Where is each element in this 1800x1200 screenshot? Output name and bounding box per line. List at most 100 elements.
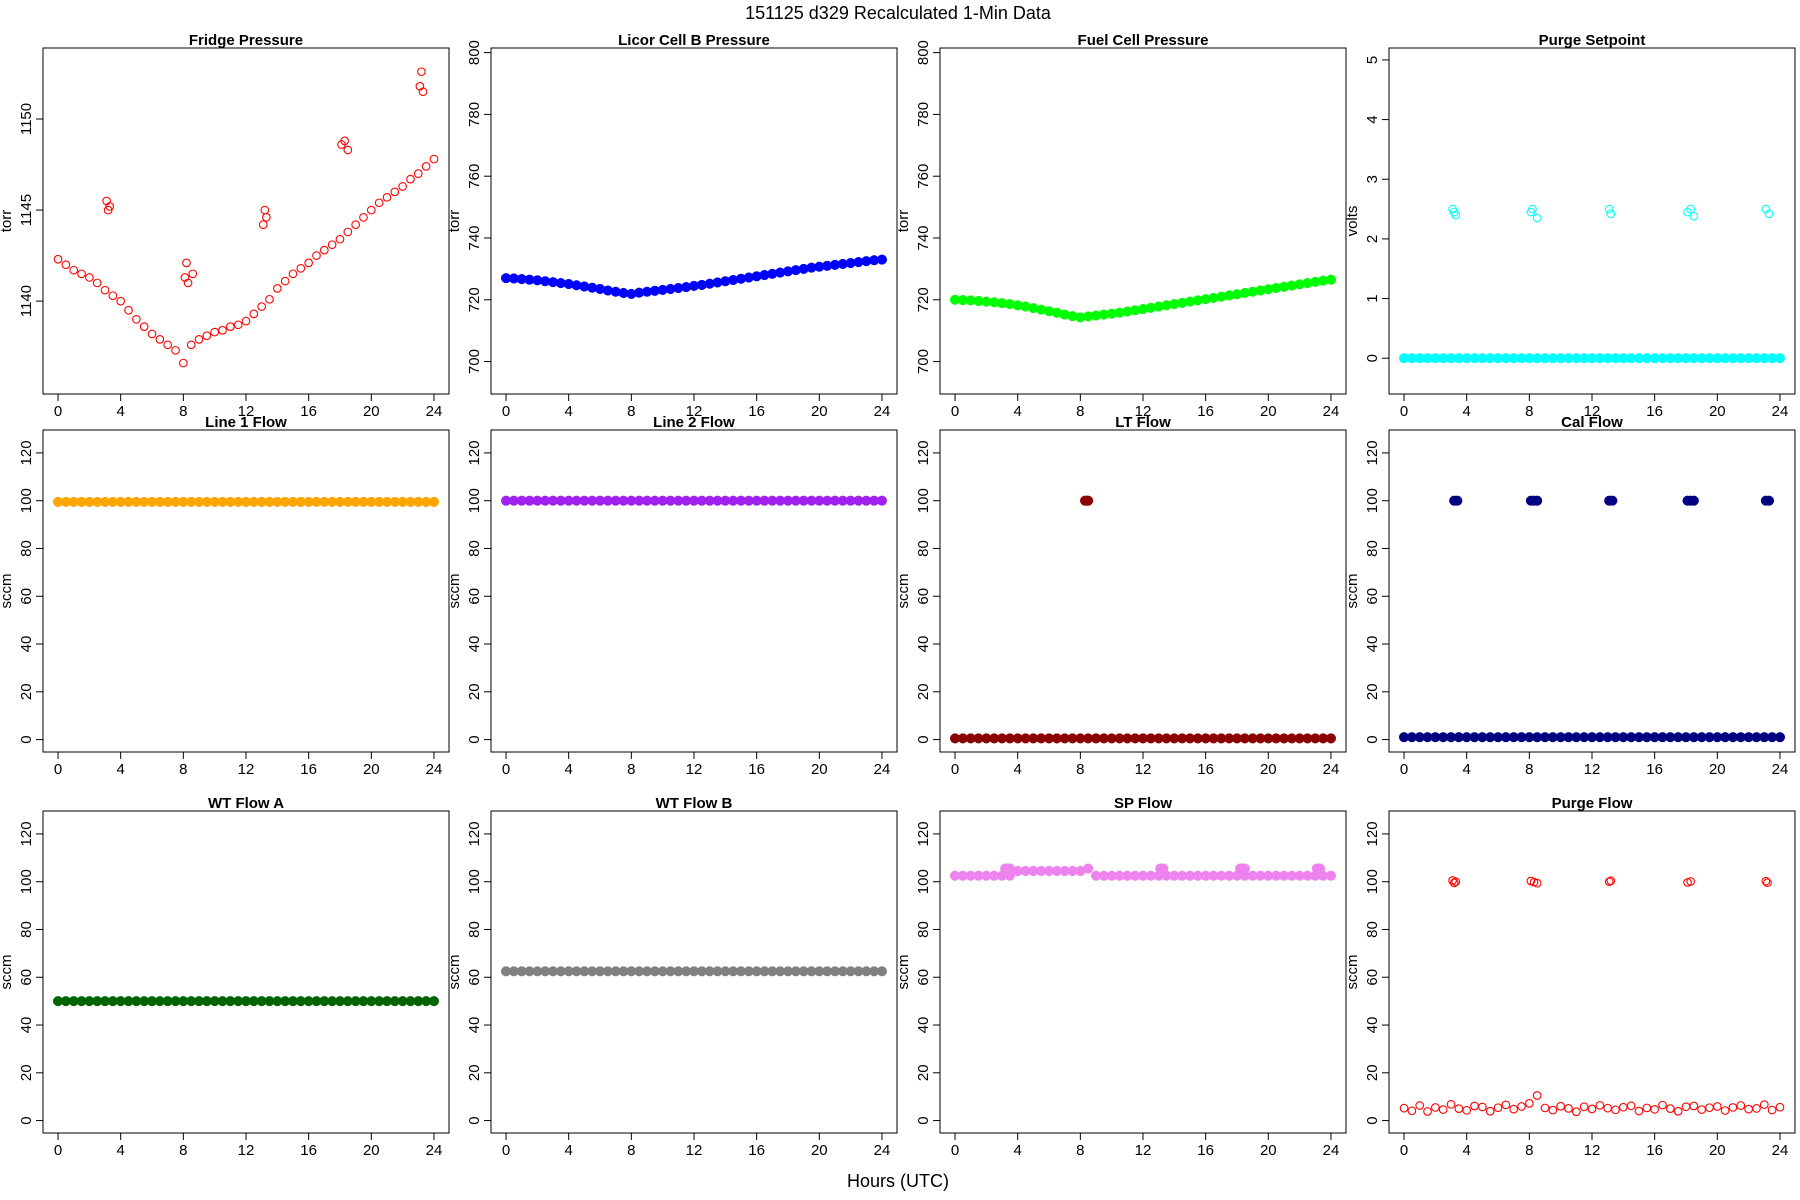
x-tick-label: 24	[426, 761, 443, 778]
x-tick-label: 0	[502, 1142, 510, 1159]
data-point	[124, 305, 133, 315]
x-tick-label: 16	[748, 761, 765, 778]
x-tick-label: 12	[1135, 761, 1152, 778]
panel-title: WT Flow B	[656, 795, 733, 812]
x-tick-label: 8	[179, 1142, 187, 1159]
data-point	[1579, 1102, 1589, 1112]
panel-title: Fuel Cell Pressure	[1078, 32, 1209, 49]
x-tick-label: 16	[1646, 1142, 1663, 1159]
data-point	[100, 285, 110, 295]
y-tick-label: 60	[18, 969, 35, 986]
data-point	[1634, 1106, 1644, 1116]
y-tick-label: 780	[915, 102, 932, 127]
data-point	[1325, 870, 1337, 881]
x-tick-label: 24	[874, 761, 891, 778]
data-point	[343, 145, 353, 155]
data-point	[1532, 1091, 1542, 1100]
x-tick-label: 4	[117, 761, 125, 778]
x-tick-label: 8	[1525, 761, 1533, 778]
data-point	[1452, 495, 1463, 506]
x-tick-label: 0	[502, 403, 510, 420]
data-point	[171, 345, 180, 355]
x-tick-label: 12	[1584, 403, 1601, 420]
data-point	[116, 296, 126, 306]
data-point	[1607, 495, 1618, 506]
x-tick-label: 8	[627, 1142, 635, 1159]
data-point	[1774, 732, 1786, 743]
y-tick-label: 740	[915, 225, 932, 250]
data-point	[1626, 1101, 1636, 1111]
data-point	[1399, 1103, 1409, 1113]
data-point	[1532, 213, 1542, 223]
y-tick-label: 120	[1364, 821, 1381, 846]
data-point	[1775, 1102, 1785, 1112]
data-point	[1611, 1105, 1620, 1115]
data-point	[351, 220, 360, 229]
x-tick-label: 24	[1323, 1142, 1340, 1159]
data-point	[1083, 863, 1094, 874]
x-tick-label: 0	[951, 403, 959, 420]
data-point	[876, 966, 888, 977]
y-tick-label: 60	[915, 588, 932, 605]
data-point	[77, 269, 86, 279]
y-tick-label: 120	[915, 821, 932, 846]
y-tick-label: 0	[915, 1116, 932, 1124]
y-tick-label: 3	[1364, 175, 1381, 183]
y-tick-label: 20	[1364, 1064, 1381, 1081]
x-tick-label: 20	[811, 403, 828, 420]
data-point	[1650, 1105, 1660, 1114]
data-point	[1509, 1104, 1519, 1114]
x-tick-label: 24	[874, 403, 891, 420]
data-point	[1752, 1104, 1761, 1113]
data-point	[319, 245, 329, 255]
data-point	[1532, 878, 1542, 888]
x-tick-label: 24	[874, 1142, 891, 1159]
x-tick-label: 16	[300, 761, 317, 778]
y-tick-label: 100	[915, 488, 932, 513]
y-axis-label: sccm	[446, 955, 463, 990]
data-point	[1665, 1104, 1675, 1113]
data-point	[1606, 876, 1616, 886]
x-tick-label: 0	[54, 1142, 62, 1159]
x-tick-label: 24	[1323, 403, 1340, 420]
data-point	[265, 294, 274, 304]
y-tick-label: 80	[466, 921, 483, 938]
data-point	[1763, 495, 1775, 506]
data-point	[155, 335, 165, 344]
y-tick-label: 0	[915, 735, 932, 743]
y-tick-label: 100	[466, 488, 483, 513]
x-tick-label: 12	[238, 761, 255, 778]
x-tick-label: 16	[300, 1142, 317, 1159]
y-tick-label: 80	[18, 921, 35, 938]
y-tick-label: 120	[18, 821, 35, 846]
data-point	[53, 254, 63, 264]
y-axis-label: sccm	[895, 955, 912, 990]
data-point	[1767, 1105, 1777, 1115]
y-axis-label: sccm	[1344, 574, 1361, 609]
panel-title: WT Flow A	[208, 795, 284, 812]
data-point	[1587, 1104, 1597, 1114]
x-tick-label: 20	[1709, 761, 1726, 778]
data-point	[1325, 274, 1337, 285]
y-tick-label: 780	[466, 102, 483, 127]
y-tick-label: 800	[915, 40, 932, 65]
y-tick-label: 80	[18, 540, 35, 557]
y-tick-label: 60	[1364, 588, 1381, 605]
x-tick-label: 16	[1646, 761, 1663, 778]
x-tick-label: 8	[1525, 1142, 1533, 1159]
y-tick-label: 1	[1364, 294, 1381, 302]
y-tick-label: 40	[18, 1017, 35, 1034]
y-tick-label: 100	[18, 869, 35, 894]
data-point	[1451, 210, 1461, 220]
data-point	[1485, 1106, 1495, 1116]
data-point	[413, 169, 423, 179]
data-point	[1239, 863, 1250, 874]
y-axis-label: sccm	[0, 574, 15, 609]
x-tick-label: 4	[565, 761, 573, 778]
y-tick-label: 0	[18, 735, 35, 743]
y-tick-label: 0	[1364, 735, 1381, 743]
x-tick-label: 4	[1463, 761, 1471, 778]
data-point	[233, 320, 243, 330]
data-point	[1556, 1101, 1566, 1111]
y-tick-label: 5	[1364, 56, 1381, 64]
